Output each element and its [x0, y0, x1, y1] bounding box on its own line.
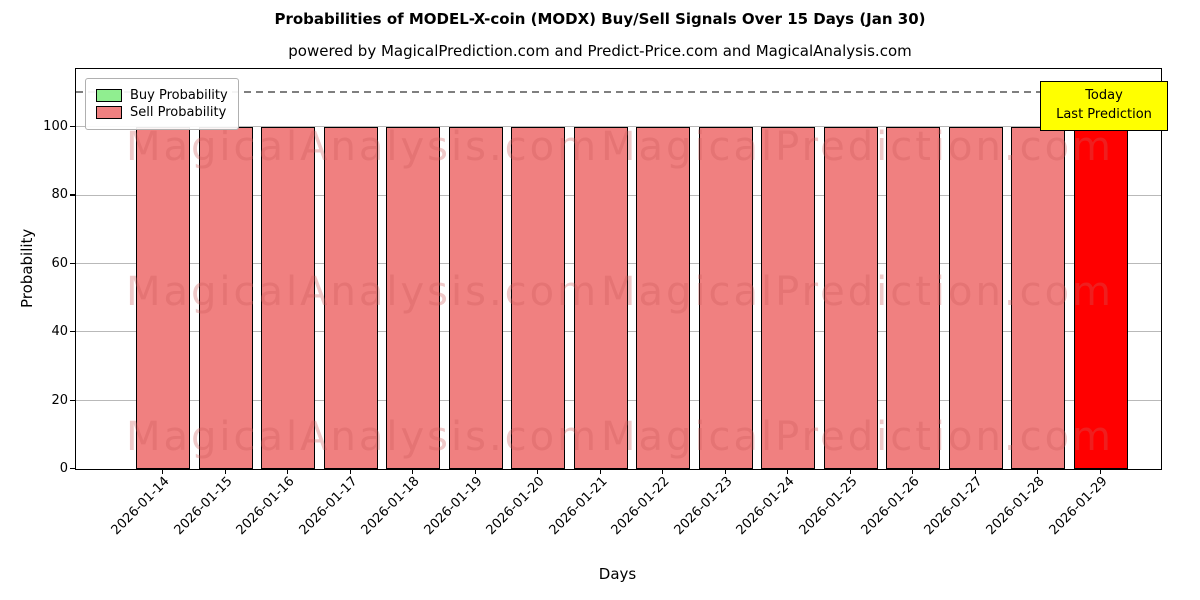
x-tick-mark	[662, 469, 664, 474]
bar-2026-01-21	[573, 127, 628, 469]
x-tick-mark	[849, 469, 851, 474]
bar-2026-01-28	[1011, 127, 1066, 469]
today-annotation-box: Today Last Prediction	[1040, 81, 1168, 131]
bar-2026-01-18	[386, 127, 441, 469]
chart-title: Probabilities of MODEL-X-coin (MODX) Buy…	[274, 10, 926, 28]
watermark-text: MagicalAnalysis.com	[126, 414, 600, 460]
bar-2026-01-15	[198, 127, 253, 469]
y-tick-mark	[70, 331, 75, 333]
bar-2026-01-25	[823, 127, 878, 469]
x-tick-mark	[724, 469, 726, 474]
x-tick-mark	[599, 469, 601, 474]
gridline	[76, 126, 1161, 128]
sell-probability-swatch	[96, 106, 122, 119]
x-axis-label: Days	[598, 565, 637, 583]
x-tick-mark	[1037, 469, 1039, 474]
y-tick-label: 40	[51, 324, 68, 340]
y-tick-mark	[70, 262, 75, 265]
annotation-line-today: Today	[1085, 88, 1123, 103]
y-tick-label: 20	[51, 392, 68, 408]
legend-item-sell: Sell Probability	[96, 105, 228, 120]
watermark-text: MagicalPrediction.com	[601, 124, 1114, 170]
plot-area: Buy Probability Sell Probability Magical…	[75, 68, 1162, 470]
x-tick-mark	[1099, 469, 1101, 474]
threshold-dashed-line	[76, 91, 1161, 93]
bar-2026-01-17	[323, 127, 378, 469]
x-tick-mark	[474, 469, 476, 474]
legend-label-sell: Sell Probability	[130, 105, 227, 120]
watermark-text: MagicalPrediction.com	[601, 414, 1114, 460]
x-tick-mark	[224, 469, 226, 474]
bar-2026-01-24	[761, 127, 816, 469]
bar-2026-01-16	[261, 127, 316, 469]
bar-2026-01-29	[1073, 127, 1128, 469]
x-tick-mark	[162, 469, 164, 474]
watermark-text: MagicalAnalysis.com	[126, 124, 600, 170]
bar-2026-01-14	[136, 127, 191, 469]
buy-probability-swatch	[96, 89, 122, 102]
x-tick-mark	[787, 469, 789, 474]
annotation-line-last-prediction: Last Prediction	[1056, 106, 1152, 122]
x-tick-mark	[349, 469, 351, 474]
legend: Buy Probability Sell Probability	[85, 78, 239, 130]
x-tick-mark	[974, 469, 976, 474]
legend-label-buy: Buy Probability	[130, 88, 228, 103]
bar-2026-01-26	[886, 127, 941, 469]
y-tick-mark	[70, 468, 75, 470]
y-tick-mark	[70, 126, 75, 128]
y-tick-mark	[70, 194, 75, 196]
chart-subtitle: powered by MagicalPrediction.com and Pre…	[288, 42, 912, 60]
y-tick-label: 60	[51, 255, 68, 271]
y-tick-label: 0	[59, 461, 68, 476]
bar-2026-01-22	[636, 127, 691, 469]
legend-item-buy: Buy Probability	[96, 88, 228, 103]
bar-2026-01-19	[448, 127, 503, 469]
x-tick-mark	[912, 469, 914, 474]
x-tick-mark	[412, 469, 414, 474]
y-tick-label: 100	[43, 119, 68, 135]
y-tick-label: 80	[51, 187, 68, 203]
x-tick-mark	[287, 469, 289, 474]
bar-2026-01-27	[948, 127, 1003, 469]
x-tick-mark	[537, 469, 539, 474]
bar-2026-01-20	[511, 127, 566, 469]
bar-2026-01-23	[698, 127, 753, 469]
y-tick-mark	[70, 399, 75, 401]
watermark-text: MagicalPrediction.com	[601, 269, 1114, 315]
watermark-text: MagicalAnalysis.com	[126, 269, 600, 315]
